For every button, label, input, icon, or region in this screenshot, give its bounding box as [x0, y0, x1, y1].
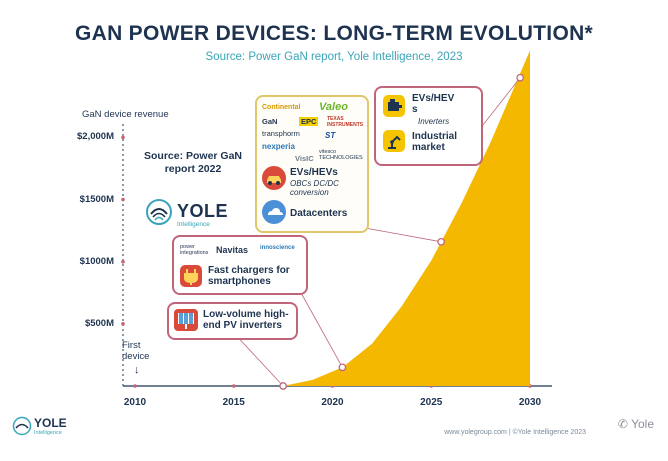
source-2022-note: Source: Power GaN report 2022 [143, 150, 243, 175]
y-tick-label: $2,000M [77, 131, 114, 143]
y-tick-mark [121, 135, 125, 140]
future-markets-box: EVs/HEV s Inverters Industrial market [374, 86, 483, 166]
fast-chargers-label: Fast chargers for smartphones [208, 265, 290, 287]
x-tick-label: 2020 [321, 397, 344, 408]
datacenter-cloud-icon [262, 200, 286, 224]
x-tick-mark [133, 384, 137, 388]
y-axis-label: GaN device revenue [82, 109, 169, 120]
leader-line [364, 227, 442, 243]
footer-yole-sub: Intelligence [34, 430, 62, 436]
milestone-marker [279, 382, 287, 390]
robot-arm-icon [383, 130, 405, 152]
automotive-datacenter-box: Continental Valeo GaN EPC TEXAS INSTRUME… [255, 95, 369, 233]
first-device-label: First device [122, 340, 150, 362]
wechat-watermark: ✆ Yole [618, 417, 654, 431]
car-icon [262, 166, 286, 190]
yole-logo-wordmark: YOLE [177, 201, 229, 221]
y-tick-label: $1500M [79, 193, 114, 205]
yole-logo-icon [146, 199, 172, 225]
x-tick-label: 2015 [222, 397, 245, 408]
solar-panel-icon [174, 309, 198, 331]
x-tick-label: 2025 [420, 397, 443, 408]
x-tick-label: 2030 [518, 397, 542, 408]
y-tick-mark [121, 259, 125, 264]
x-tick-label: 2010 [123, 397, 147, 408]
evs-hevs-sub: OBCs DC/DC conversion [290, 179, 339, 197]
evs-hevs-label: EVs/HEVs [290, 167, 338, 178]
st-logo: ST [325, 131, 336, 140]
y-tick-label: $500M [84, 317, 114, 329]
inverters-sub: Inverters [418, 117, 450, 126]
evs-hevs-future-label: EVs/HEV s [412, 93, 455, 115]
footer-copyright: www.yolegroup.com | ©Yole Intelligence 2… [444, 429, 586, 436]
chart-subtitle: Source: Power GaN report, Yole Intellige… [205, 51, 463, 63]
continental-logo: Continental [262, 104, 301, 111]
valeo-logo: Valeo [319, 101, 348, 113]
nexperia-logo: nexperia [262, 142, 295, 151]
leader-line [478, 77, 521, 131]
y-tick-mark [121, 197, 125, 202]
y-tick-label: $1000M [79, 255, 114, 267]
leader-line [299, 290, 343, 368]
wechat-watermark-text: Yole [631, 417, 654, 431]
visic-logo: VisIC [295, 154, 314, 163]
footer-yole-logo-icon [12, 416, 32, 436]
epc-logo: EPC [299, 117, 319, 126]
industrial-market-label: Industrial market [412, 131, 458, 153]
milestone-marker [437, 237, 445, 246]
footer-yole-wordmark: YOLE [34, 416, 67, 430]
yole-logo-sub: Intelligence [177, 221, 210, 228]
pv-inverters-label: Low-volume high-end PV inverters [203, 309, 289, 331]
first-device-arrow: ↓ [134, 364, 140, 376]
navitas-logo: Navitas [216, 245, 249, 255]
texas-instruments-logo: TEXAS INSTRUMENTS [327, 116, 364, 128]
pv-inverters-box: Low-volume high-end PV inverters [167, 302, 298, 340]
x-tick-mark [231, 384, 236, 388]
gan-systems-logo: GaN [262, 117, 278, 126]
power-integrations-logo: power integrations [180, 244, 209, 256]
innoscience-logo: innoscience [260, 245, 295, 251]
milestone-marker [516, 73, 524, 82]
wechat-icon: ✆ [617, 417, 632, 431]
milestone-marker [338, 363, 347, 372]
fast-chargers-box: power integrations Navitas innoscience F… [172, 235, 308, 295]
revenue-area [283, 50, 530, 387]
leader-line [231, 330, 284, 387]
datacenters-label: Datacenters [290, 208, 348, 219]
plug-icon [180, 265, 202, 287]
motor-icon [383, 95, 405, 117]
y-tick-mark [121, 322, 125, 326]
vitesco-logo: vitesco TECHNOLOGIES [319, 149, 363, 161]
transphorm-logo: transphorm [262, 129, 300, 138]
chart-title: GAN POWER DEVICES: LONG-TERM EVOLUTION* [74, 22, 594, 45]
